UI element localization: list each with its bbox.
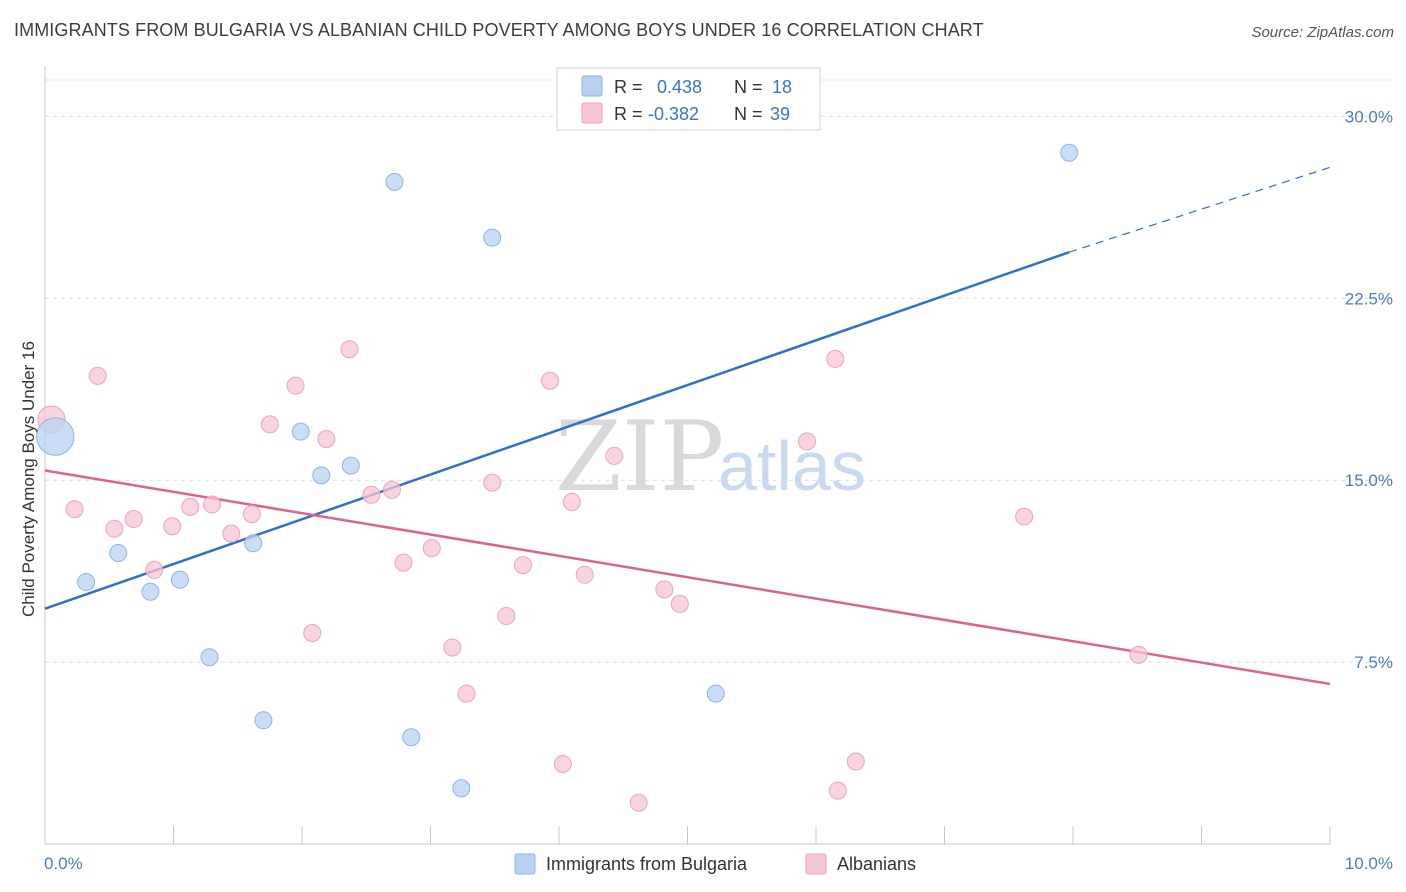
legend-n-label: N = — [734, 77, 763, 97]
data-points — [36, 143, 1148, 812]
albanians-point — [203, 495, 222, 514]
bulgaria-point — [402, 728, 421, 747]
bulgaria-point — [483, 228, 502, 247]
albanians-point — [317, 429, 336, 448]
albanians-point — [382, 480, 401, 499]
albanians-point — [124, 509, 143, 528]
albanians-point — [553, 754, 572, 773]
albanians-point — [798, 432, 817, 451]
bottom-legend-label-bulgaria: Immigrants from Bulgaria — [546, 854, 748, 874]
albanians-point — [362, 485, 381, 504]
bottom-legend: Immigrants from Bulgaria Albanians — [514, 853, 916, 875]
bulgaria-point — [254, 711, 273, 730]
albanians-point — [575, 565, 594, 584]
legend-r-value: -0.382 — [648, 104, 699, 124]
albanians-point — [394, 553, 413, 572]
bulgaria-point — [341, 456, 360, 475]
albanians-point — [286, 376, 305, 395]
albanians-point — [670, 594, 689, 613]
y-tick-label: 30.0% — [1345, 107, 1393, 126]
watermark: ZIP atlas — [555, 401, 866, 513]
albanians-point — [105, 519, 124, 538]
bulgaria-point — [706, 684, 725, 703]
albanians-point — [846, 752, 865, 771]
albanians-point — [163, 517, 182, 536]
albanians-point — [422, 539, 441, 558]
bottom-legend-label-albanians: Albanians — [837, 854, 916, 874]
x-tick-label-max: 10.0% — [1345, 854, 1393, 873]
bulgaria-point — [170, 570, 189, 589]
bulgaria-point — [312, 466, 331, 485]
albanians-point — [88, 366, 107, 385]
bulgaria-point — [36, 417, 75, 456]
albanians-point — [443, 638, 462, 657]
watermark-zip: ZIP — [555, 401, 724, 513]
albanians-point — [541, 371, 560, 390]
bulgaria-point — [141, 582, 160, 601]
y-tick-label: 22.5% — [1345, 289, 1393, 308]
trend-lines — [44, 166, 1331, 686]
bulgaria-trend-line — [44, 251, 1070, 610]
y-tick-label: 7.5% — [1354, 653, 1393, 672]
axes — [44, 66, 1331, 845]
albanians-point — [222, 524, 241, 543]
y-axis-label: Child Poverty Among Boys Under 16 — [19, 341, 38, 617]
albanians-point — [260, 415, 279, 434]
legend-n-value: 39 — [770, 104, 790, 124]
watermark-atlas: atlas — [718, 427, 866, 505]
bulgaria-trend-extension — [1068, 166, 1331, 253]
bulgaria-point — [109, 543, 128, 562]
albanians-point — [514, 556, 533, 575]
bulgaria-point — [1060, 143, 1079, 162]
legend-n-label: N = — [734, 104, 763, 124]
source-label: Source: ZipAtlas.com — [1251, 24, 1394, 41]
albanians-point — [457, 684, 476, 703]
albanians-trend-line — [44, 469, 1331, 686]
albanians-point — [242, 505, 261, 524]
bottom-legend-swatch-pink — [805, 853, 827, 875]
albanians-point — [828, 781, 847, 800]
albanians-point — [1015, 507, 1034, 526]
bulgaria-point — [244, 534, 263, 553]
bulgaria-point — [77, 573, 96, 592]
albanians-point — [562, 493, 581, 512]
legend-n-value: 18 — [772, 77, 792, 97]
albanians-point — [181, 497, 200, 516]
bulgaria-point — [452, 779, 471, 798]
legend-swatch-blue — [581, 75, 603, 97]
albanians-point — [497, 607, 516, 626]
albanians-point — [605, 446, 624, 465]
albanians-point — [1129, 645, 1148, 664]
top-legend: R = 0.438 N = 18 R = -0.382 N = 39 — [556, 67, 821, 131]
albanians-point — [826, 349, 845, 368]
bottom-legend-swatch-blue — [514, 853, 536, 875]
legend-r-label: R = — [614, 104, 643, 124]
albanians-point — [145, 560, 164, 579]
bulgaria-point — [291, 422, 310, 441]
albanians-point — [340, 340, 359, 359]
y-tick-label: 15.0% — [1345, 471, 1393, 490]
chart-title: IMMIGRANTS FROM BULGARIA VS ALBANIAN CHI… — [14, 20, 984, 40]
x-tick-label-min: 0.0% — [44, 854, 83, 873]
albanians-point — [483, 473, 502, 492]
gridlines — [45, 79, 1392, 663]
albanians-point — [629, 793, 648, 812]
bulgaria-point — [200, 648, 219, 667]
legend-swatch-pink — [581, 102, 603, 124]
legend-r-value: 0.438 — [657, 77, 702, 97]
legend-r-label: R = — [614, 77, 643, 97]
albanians-point — [303, 623, 322, 642]
albanians-point — [655, 580, 674, 599]
albanians-point — [65, 500, 84, 519]
tick-labels: 7.5% 15.0% 22.5% 30.0% 0.0% 10.0% — [44, 107, 1393, 873]
bulgaria-point — [385, 172, 404, 191]
